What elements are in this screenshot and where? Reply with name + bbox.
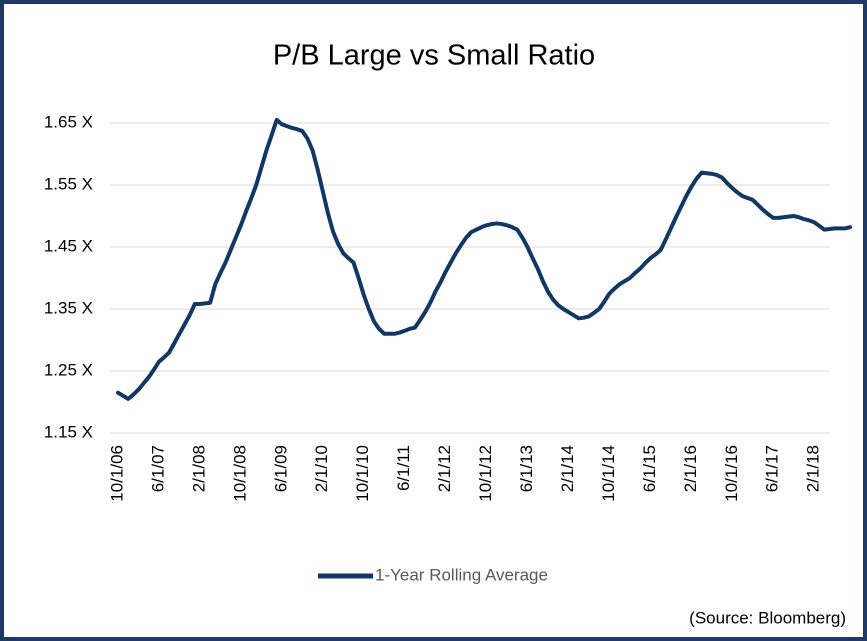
x-tick-label: 10/1/08 — [230, 445, 249, 502]
x-tick-label: 6/1/11 — [394, 445, 413, 491]
y-tick-label: 1.55 X — [44, 174, 93, 193]
x-tick-label: 6/1/09 — [271, 445, 290, 492]
x-tick-label: 10/1/12 — [476, 445, 495, 502]
x-tick-label: 2/1/08 — [189, 445, 208, 492]
x-tick-label: 2/1/18 — [804, 445, 823, 492]
x-tick-label: 2/1/10 — [312, 445, 331, 492]
x-tick-label: 6/1/07 — [148, 445, 167, 492]
y-tick-label: 1.65 X — [44, 112, 93, 131]
x-tick-label: 2/1/12 — [435, 445, 454, 492]
y-tick-label: 1.15 X — [44, 422, 93, 441]
legend-label: 1-Year Rolling Average — [375, 565, 548, 584]
data-line — [116, 117, 852, 401]
x-tick-label: 10/1/10 — [353, 445, 372, 502]
x-tick-label: 2/1/16 — [681, 445, 700, 492]
x-tick-label: 10/1/16 — [722, 445, 741, 502]
x-tick-label: 10/1/06 — [107, 445, 126, 502]
y-tick-label: 1.45 X — [44, 236, 93, 255]
x-tick-label: 10/1/14 — [599, 445, 618, 502]
chart-title: P/B Large vs Small Ratio — [273, 40, 595, 72]
x-tick-label: 6/1/17 — [763, 445, 782, 492]
source-note: (Source: Bloomberg) — [689, 608, 846, 627]
x-tick-label: 6/1/13 — [517, 445, 536, 492]
x-tick-label: 6/1/15 — [640, 445, 659, 492]
y-tick-label: 1.35 X — [44, 298, 93, 317]
y-tick-label: 1.25 X — [44, 360, 93, 379]
x-tick-label: 2/1/14 — [558, 445, 577, 492]
